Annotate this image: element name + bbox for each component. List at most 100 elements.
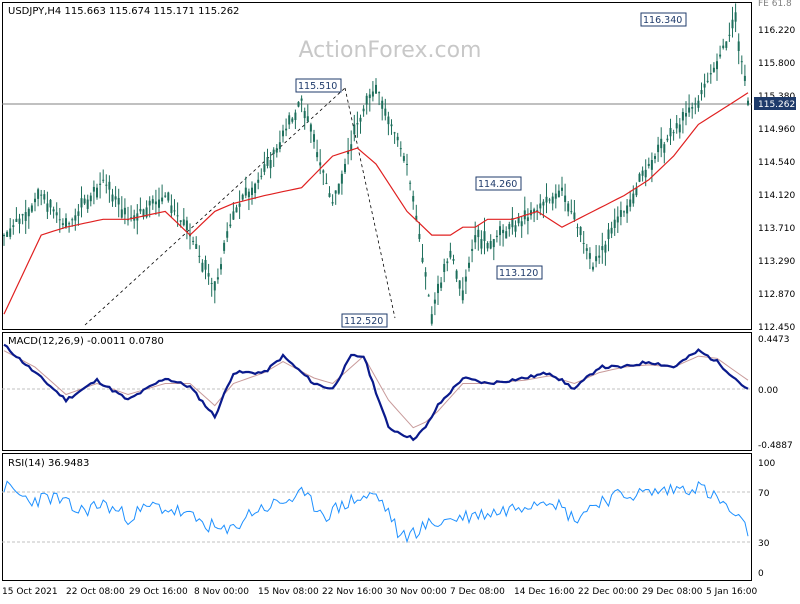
candle-body [561, 187, 563, 191]
candle-body [737, 41, 740, 52]
x-tick: 30 Nov 00:00 [386, 587, 447, 597]
candle-body [610, 227, 613, 234]
candle-body [505, 231, 508, 239]
candle-body [654, 156, 656, 159]
candle-body [34, 198, 36, 203]
current-price-box [754, 97, 796, 110]
candle-body [347, 150, 350, 155]
candle-body [461, 290, 464, 301]
candle-body [12, 225, 15, 227]
candle-body [396, 136, 399, 141]
candle-body [669, 127, 672, 137]
candle-body [533, 209, 536, 214]
candle-body [192, 240, 195, 243]
projection-line-up [84, 87, 346, 326]
candle-body [300, 98, 303, 101]
candle-body [666, 138, 669, 141]
candle-body [415, 215, 418, 221]
candle-body [433, 299, 436, 304]
watermark: ActionForex.com [299, 38, 482, 63]
candle-body [285, 128, 288, 131]
x-tick: 22 Nov 16:00 [322, 587, 383, 597]
macd-tick: 0.00 [758, 386, 778, 396]
candle-body [148, 200, 151, 206]
annotation-115510: 115.510 [295, 78, 342, 93]
rsi-pane-header: RSI(14) 36.9483 [8, 458, 89, 469]
candle-body [331, 202, 334, 204]
candle-body [340, 173, 343, 184]
candle-body [539, 203, 542, 209]
candle-body [6, 231, 9, 237]
candle-body [65, 218, 67, 228]
candle-body [173, 210, 176, 212]
candle-body [223, 242, 226, 251]
candle-body [437, 283, 439, 294]
candle-body [207, 273, 210, 277]
candle-body [30, 205, 33, 212]
candle-body [71, 219, 74, 221]
rsi-tick: 0 [758, 569, 764, 579]
candle-body [220, 264, 222, 270]
macd-pane-header: MACD(12,26,9) -0.0011 0.0780 [8, 336, 164, 347]
candle-body [499, 226, 501, 236]
candle-body [269, 160, 272, 169]
candle-body [427, 295, 430, 297]
candle-body [601, 246, 604, 251]
candle-body [362, 108, 365, 112]
candle-body [80, 198, 83, 208]
x-tick: 7 Dec 08:00 [450, 587, 505, 597]
candle-body [644, 169, 647, 178]
candle-body [542, 201, 545, 206]
price-tick: 116.220 [758, 26, 795, 36]
x-axis: 15 Oct 2021 22 Oct 08:00 29 Oct 16:00 8 … [2, 587, 758, 597]
candle-body [557, 190, 560, 198]
candle-body [3, 235, 5, 237]
candle-body [694, 103, 697, 105]
candle-body [492, 239, 495, 248]
candle-body [238, 203, 241, 207]
candle-body [368, 94, 371, 99]
candle-body [263, 164, 266, 172]
candle-body [254, 183, 257, 194]
candle-body [92, 186, 95, 192]
candle-body [709, 73, 712, 75]
candle-body [257, 179, 260, 183]
candle-body [40, 194, 43, 196]
candle-body [381, 100, 384, 109]
candle-body [657, 144, 660, 153]
macd-tick: -0.4887 [758, 441, 793, 451]
candle-body [592, 266, 594, 270]
candle-body [443, 263, 446, 272]
candle-body [412, 195, 415, 202]
candle-body [678, 124, 681, 133]
annotation-label: 114.260 [478, 179, 517, 190]
candle-body [111, 194, 114, 202]
candle-body [706, 80, 709, 82]
candle-body [716, 61, 718, 70]
candle-body [660, 138, 663, 149]
x-tick: 22 Oct 08:00 [66, 587, 125, 597]
candle-body [455, 270, 458, 279]
candle-body [260, 175, 263, 177]
annotation-114260: 114.260 [475, 176, 522, 191]
candle-body [142, 209, 145, 218]
price-tick: 112.450 [758, 323, 795, 333]
candle-body [182, 219, 185, 226]
candle-body [266, 157, 269, 166]
candle-body [700, 90, 703, 95]
candle-body [235, 207, 238, 213]
candle-body [722, 45, 725, 49]
candle-body [378, 92, 381, 94]
candle-body [61, 223, 64, 225]
candle-body [480, 239, 483, 249]
candle-body [511, 217, 514, 228]
candle-body [681, 111, 684, 121]
candle-body [204, 259, 207, 270]
candle-body [350, 144, 353, 151]
candle-body [9, 228, 12, 237]
candle-body [52, 209, 55, 212]
candle-body [573, 212, 576, 220]
price-tick: 115.800 [758, 59, 795, 69]
candle-body [229, 224, 232, 227]
candle-body [675, 123, 678, 129]
